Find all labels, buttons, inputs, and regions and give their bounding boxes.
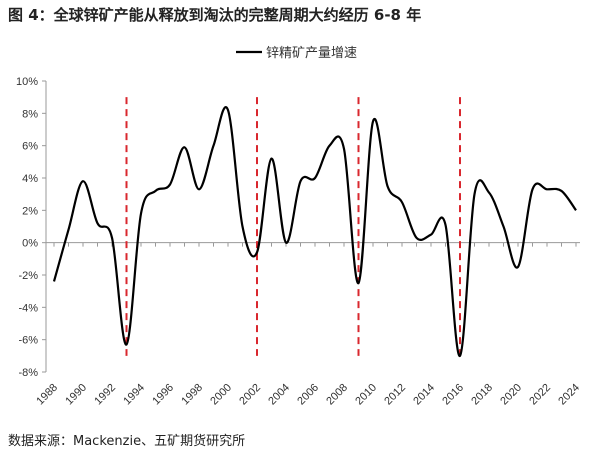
x-tick-label: 2022 xyxy=(527,382,553,408)
x-tick-label: 2014 xyxy=(411,382,437,408)
x-tick-label: 2002 xyxy=(237,382,263,408)
x-tick-label: 2008 xyxy=(324,382,350,408)
y-tick-label: 0% xyxy=(22,238,38,250)
x-tick-label: 2010 xyxy=(353,382,379,408)
y-tick-label: -6% xyxy=(18,335,38,347)
x-tick-label: 2024 xyxy=(556,382,582,408)
x-tick-label: 2000 xyxy=(208,382,234,408)
y-tick-label: 4% xyxy=(22,173,38,185)
x-tick-label: 2018 xyxy=(469,382,495,408)
y-tick-label: -8% xyxy=(18,367,38,379)
y-tick-label: -2% xyxy=(18,270,38,282)
x-tick-label: 1998 xyxy=(179,382,205,408)
source-note: 数据来源：Mackenzie、五矿期货研究所 xyxy=(8,434,246,449)
x-tick-label: 1988 xyxy=(34,382,60,408)
x-tick-label: 1996 xyxy=(150,382,176,408)
x-tick-label: 2012 xyxy=(382,382,408,408)
y-tick-label: 10% xyxy=(16,76,38,88)
x-tick-label: 1990 xyxy=(63,382,89,408)
legend-label: 锌精矿产量增速 xyxy=(266,46,357,61)
y-tick-label: -4% xyxy=(18,302,38,314)
x-tick-label: 2020 xyxy=(498,382,524,408)
x-tick-label: 1994 xyxy=(121,382,147,408)
x-tick-label: 2016 xyxy=(440,382,466,408)
x-tick-label: 2004 xyxy=(266,382,292,408)
y-tick-label: 6% xyxy=(22,141,38,153)
y-tick-label: 2% xyxy=(22,205,38,217)
x-tick-label: 2006 xyxy=(295,382,321,408)
series-line xyxy=(52,106,577,357)
x-tick-label: 1992 xyxy=(92,382,118,408)
y-tick-label: 8% xyxy=(22,108,38,120)
chart-title: 图 4：全球锌矿产能从释放到淘汰的完整周期大约经历 6-8 年 xyxy=(8,6,422,24)
line-chart: -8%-6%-4%-2%0%2%4%6%8%10%1988 1990 1992 199… xyxy=(16,46,582,408)
